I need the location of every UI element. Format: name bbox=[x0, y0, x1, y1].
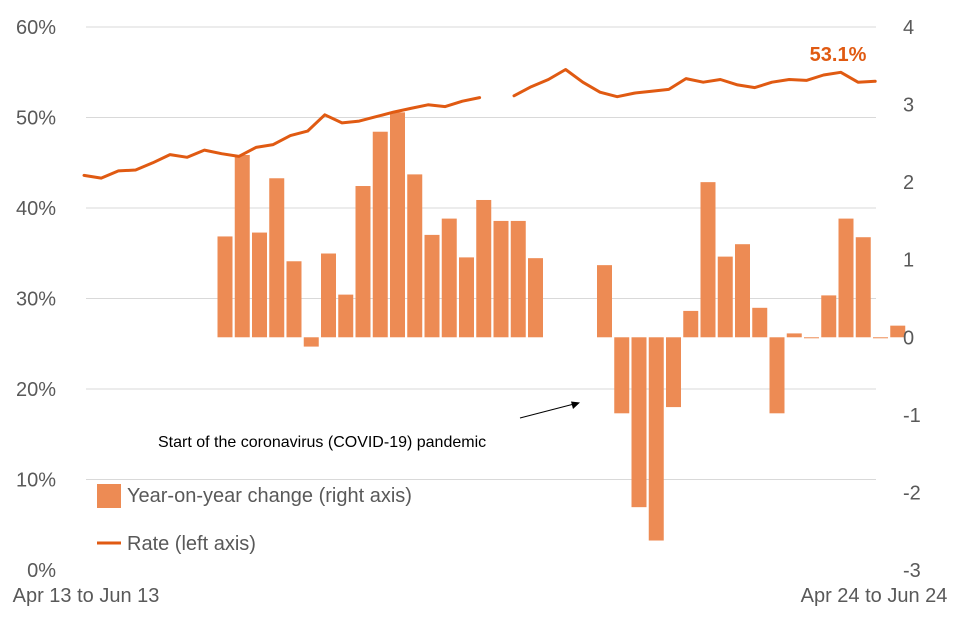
left-tick-label: 40% bbox=[16, 198, 56, 220]
bar bbox=[700, 182, 716, 338]
bar bbox=[873, 337, 888, 339]
right-tick-label: -1 bbox=[903, 405, 921, 427]
legend: Year-on-year change (right axis) Rate (l… bbox=[97, 484, 412, 555]
bar bbox=[838, 218, 854, 338]
bar bbox=[338, 294, 354, 338]
right-tick-label: -2 bbox=[903, 482, 921, 504]
bar bbox=[493, 220, 509, 338]
left-tick-label: 50% bbox=[16, 108, 56, 130]
bar bbox=[407, 174, 423, 338]
bar bbox=[441, 218, 457, 338]
annotation-arrowhead bbox=[571, 401, 580, 409]
bar bbox=[614, 337, 630, 414]
right-tick-label: 4 bbox=[903, 17, 914, 39]
x-tick-label-start: Apr 13 to Jun 13 bbox=[13, 585, 160, 607]
rate-line-segment bbox=[82, 96, 482, 180]
bar bbox=[286, 261, 302, 338]
left-tick-label: 60% bbox=[16, 17, 56, 39]
bar bbox=[372, 131, 388, 338]
right-axis: -3 -2 -1 0 1 2 3 4 bbox=[903, 17, 921, 582]
bar-series bbox=[217, 112, 906, 541]
bar bbox=[804, 337, 819, 339]
bar bbox=[855, 237, 871, 338]
bar bbox=[510, 220, 526, 338]
bar bbox=[355, 186, 371, 338]
bar bbox=[752, 307, 768, 338]
annotation-arrow bbox=[519, 403, 575, 419]
bar bbox=[252, 232, 267, 338]
right-tick-label: 3 bbox=[903, 95, 914, 117]
bar bbox=[528, 258, 543, 338]
bar bbox=[890, 325, 906, 338]
legend-swatch-bar bbox=[97, 484, 121, 508]
pandemic-annotation: Start of the coronavirus (COVID-19) pand… bbox=[158, 401, 580, 451]
rate-line-segment bbox=[512, 68, 877, 99]
right-tick-label: 0 bbox=[903, 327, 914, 349]
bar bbox=[786, 333, 802, 338]
bar bbox=[769, 337, 785, 414]
left-tick-label: 10% bbox=[16, 470, 56, 492]
bar bbox=[269, 178, 285, 338]
right-tick-label: -3 bbox=[903, 560, 921, 582]
legend-label-line: Rate (left axis) bbox=[127, 533, 256, 555]
bar bbox=[459, 257, 474, 338]
bar bbox=[683, 310, 699, 338]
bar bbox=[666, 337, 681, 408]
bar bbox=[390, 112, 405, 338]
bar bbox=[648, 337, 664, 541]
bar bbox=[234, 154, 250, 338]
bar bbox=[476, 199, 492, 338]
bar bbox=[735, 244, 750, 338]
bar bbox=[821, 295, 837, 338]
legend-label-bar: Year-on-year change (right axis) bbox=[127, 485, 412, 507]
right-tick-label: 1 bbox=[903, 250, 914, 272]
annotation-text: Start of the coronavirus (COVID-19) pand… bbox=[158, 434, 486, 451]
end-value-label: 53.1% bbox=[810, 44, 867, 66]
left-tick-label: 20% bbox=[16, 379, 56, 401]
bar bbox=[321, 253, 336, 338]
bar bbox=[424, 234, 440, 338]
bar bbox=[717, 256, 733, 338]
x-tick-label-end: Apr 24 to Jun 24 bbox=[801, 585, 948, 607]
left-tick-label: 0% bbox=[27, 560, 56, 582]
bar bbox=[303, 337, 319, 347]
bar bbox=[597, 265, 612, 338]
bar bbox=[217, 236, 233, 338]
right-tick-label: 2 bbox=[903, 172, 914, 194]
line-series bbox=[82, 68, 877, 180]
left-axis: 0% 10% 20% 30% 40% 50% 60% bbox=[16, 17, 56, 582]
bar bbox=[631, 337, 647, 508]
left-tick-label: 30% bbox=[16, 289, 56, 311]
